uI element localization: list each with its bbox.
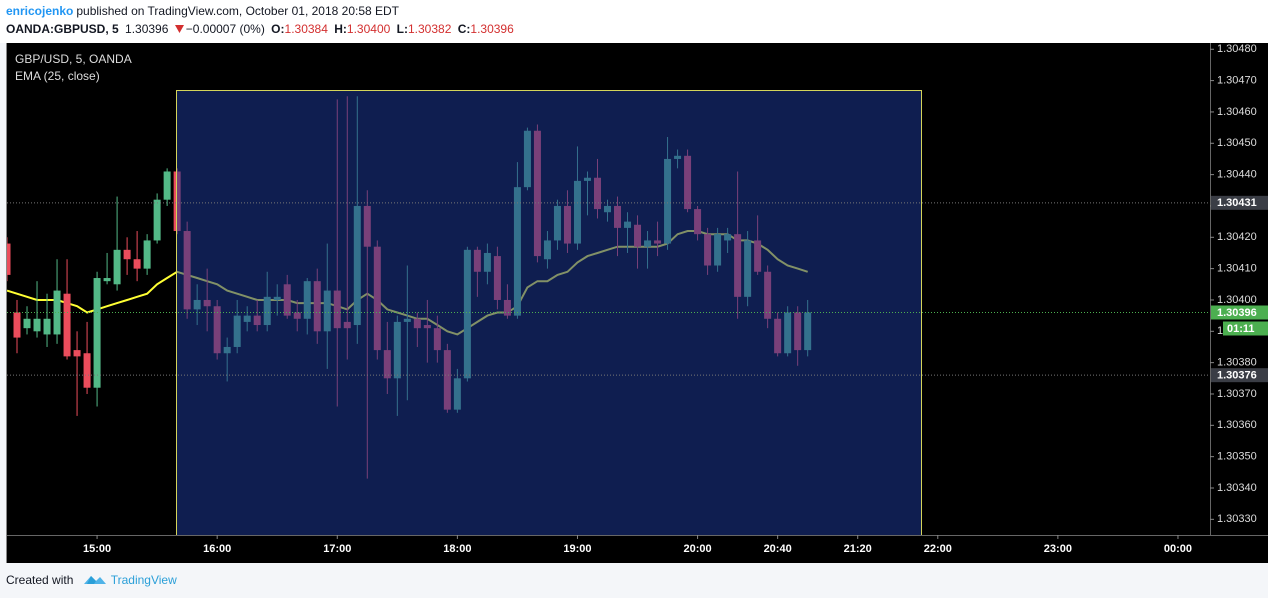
- publish-line: enricojenko published on TradingView.com,…: [6, 4, 402, 18]
- y-tick-label: 1.30450: [1217, 137, 1257, 149]
- x-tick-label: 20:00: [684, 543, 712, 555]
- candle-body: [13, 312, 21, 338]
- brand[interactable]: TradingView: [110, 573, 177, 587]
- x-tick-label: 17:00: [323, 543, 351, 555]
- candle-body: [123, 249, 131, 260]
- y-tick-label: 1.30350: [1217, 451, 1257, 463]
- high-value: 1.30400: [346, 22, 391, 36]
- plot: [7, 90, 1210, 535]
- candle-body: [7, 243, 11, 275]
- x-tick-label: 19:00: [563, 543, 591, 555]
- highlight-box: [176, 90, 922, 535]
- y-tick-label: 1.30480: [1217, 43, 1257, 55]
- price-label: 1.30396: [1217, 307, 1257, 319]
- header: enricojenko published on TradingView.com,…: [0, 0, 1268, 43]
- legend-ema: EMA (25, close): [15, 69, 100, 83]
- open-value: 1.30384: [284, 22, 328, 36]
- countdown-box: [1223, 321, 1268, 336]
- x-tick-label: 16:00: [203, 543, 231, 555]
- symbol: OANDA:GBPUSD, 5: [6, 22, 119, 36]
- change: −0.00007 (0%): [185, 22, 265, 36]
- last-price: 1.30396: [125, 22, 169, 36]
- y-tick-label: 1.30370: [1217, 388, 1257, 400]
- y-tick-label: 1.30440: [1217, 169, 1257, 181]
- countdown: 01:11: [1227, 323, 1255, 335]
- legend-symbol: GBP/USD, 5, OANDA: [15, 52, 132, 66]
- logo: [83, 576, 106, 584]
- x-tick-label: 20:40: [764, 543, 792, 555]
- candle-body: [133, 259, 141, 269]
- x-tick-label: 15:00: [83, 543, 111, 555]
- y-tick-label: 1.30400: [1217, 294, 1257, 306]
- candle-body: [33, 318, 41, 332]
- chart: GBP/USD, 5, OANDA EMA (25, close) 1.3048…: [6, 43, 1268, 563]
- candle-body: [53, 290, 61, 335]
- price-label-box: [1211, 305, 1268, 320]
- candle-body: [103, 278, 111, 282]
- x-tick-label: 18:00: [443, 543, 471, 555]
- footer: Created with TradingView: [6, 572, 177, 587]
- candle-body: [93, 278, 101, 388]
- author[interactable]: enricojenko: [6, 4, 74, 18]
- x-tick-label: 22:00: [924, 543, 952, 555]
- down-arrow: [174, 25, 184, 33]
- candle-body: [113, 249, 121, 285]
- low-value: 1.30382: [407, 22, 452, 36]
- y-tick-label: 1.30380: [1217, 357, 1257, 369]
- candle-body: [73, 350, 81, 357]
- price-label: 1.30376: [1217, 370, 1257, 382]
- low-label: L:: [396, 22, 408, 36]
- created-with: Created with: [6, 573, 74, 587]
- y-tick-label: 1.30410: [1217, 263, 1257, 275]
- y-tick-label: 1.30470: [1217, 75, 1257, 87]
- close-label: C:: [457, 22, 471, 36]
- candle-body: [43, 318, 51, 335]
- price-label-box: [1211, 368, 1268, 383]
- open-label: O:: [271, 22, 285, 36]
- high-label: H:: [334, 22, 347, 36]
- axes: 1.30480 1.30470 1.30460 1.30450 1.30440 1.304…: [83, 43, 1268, 555]
- x-tick-label: 23:00: [1044, 543, 1072, 555]
- quote-line: OANDA:GBPUSD, 5 1.30396 −0.00007 (0%) O:…: [6, 22, 517, 36]
- x-tick-label: 21:20: [844, 543, 872, 555]
- candle-body: [163, 171, 171, 200]
- y-tick-label: 1.30360: [1217, 419, 1257, 431]
- y-tick-label: 1.30420: [1217, 231, 1257, 243]
- y-tick-label: 1.30340: [1217, 482, 1257, 494]
- candle-body: [143, 240, 151, 269]
- y-tick-label: 1.30330: [1217, 513, 1257, 525]
- candle-body: [63, 293, 71, 357]
- candle-body: [23, 318, 31, 329]
- published: published on TradingView.com, October 01…: [76, 4, 400, 18]
- x-tick-label: 00:00: [1164, 543, 1192, 555]
- price-label: 1.30431: [1217, 197, 1257, 209]
- close-value: 1.30396: [470, 22, 514, 36]
- y-tick-label: 1.30460: [1217, 106, 1257, 118]
- candle-body: [83, 353, 91, 388]
- price-label-box: [1211, 195, 1268, 210]
- candle-body: [153, 199, 161, 241]
